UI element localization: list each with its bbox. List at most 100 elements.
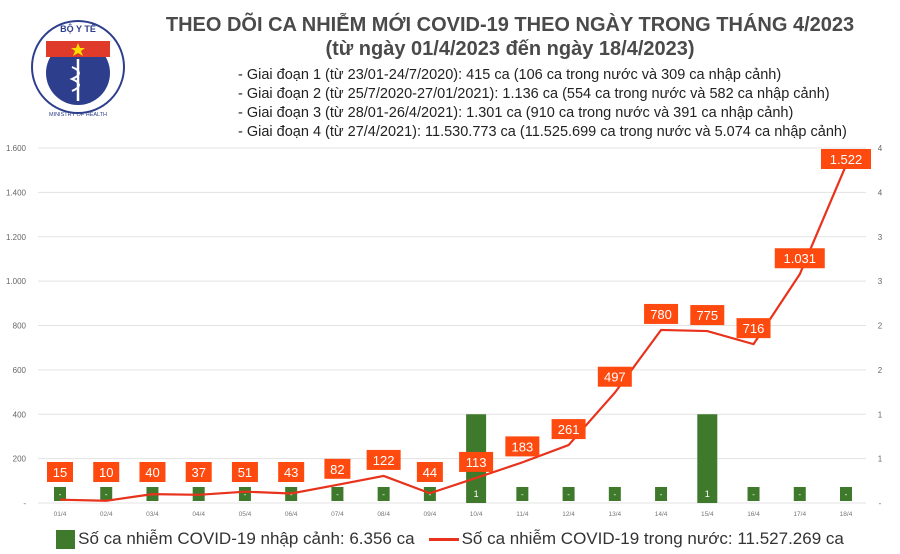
right-tick-label: - bbox=[879, 499, 882, 508]
bar-data-label: - bbox=[613, 490, 616, 499]
line-data-label: 44 bbox=[423, 465, 437, 480]
line-data-label: 51 bbox=[238, 465, 252, 480]
left-tick-label: 400 bbox=[13, 410, 27, 419]
line-label-box bbox=[505, 436, 540, 457]
right-tick-label: 1 bbox=[878, 410, 883, 419]
line-data-label: 82 bbox=[330, 462, 344, 477]
x-tick-label: 11/4 bbox=[516, 511, 529, 518]
note-line: - Giai đoạn 2 (từ 25/7/2020-27/01/2021):… bbox=[238, 86, 830, 102]
legend-label: Số ca nhiễm COVID-19 nhập cảnh: 6.356 ca bbox=[78, 529, 415, 548]
bar-data-label: - bbox=[752, 490, 755, 499]
right-tick-label: 2 bbox=[878, 366, 883, 375]
note-line: - Giai đoạn 4 (từ 27/4/2021): 11.530.773… bbox=[238, 124, 847, 140]
ministry-of-health-logo: BỘ Y TẾ MINISTRY OF HEALTH bbox=[28, 15, 128, 120]
line-data-label: 716 bbox=[743, 321, 765, 336]
bar-label-box bbox=[793, 487, 806, 501]
bar-data-label: - bbox=[105, 490, 108, 499]
right-tick-label: 1 bbox=[878, 455, 883, 464]
line-label-box bbox=[690, 305, 725, 326]
line-label-box bbox=[366, 449, 401, 470]
x-tick-label: 02/4 bbox=[100, 511, 113, 518]
line-label-box bbox=[231, 462, 258, 482]
line-swatch-icon bbox=[428, 537, 459, 541]
note-line: - Giai đoạn 1 (từ 23/01-24/7/2020): 415 … bbox=[238, 67, 782, 83]
legend-item-line: Số ca nhiễm COVID-19 trong nước: 11.527.… bbox=[428, 529, 844, 549]
legend-label: Số ca nhiễm COVID-19 trong nước: 11.527.… bbox=[461, 529, 844, 548]
x-tick-label: 04/4 bbox=[192, 511, 205, 518]
bar-swatch-icon bbox=[56, 529, 76, 549]
line-data-label: 10 bbox=[99, 465, 113, 480]
bar bbox=[697, 414, 718, 503]
right-tick-label: 4 bbox=[878, 188, 883, 197]
bar-label-box bbox=[100, 487, 113, 501]
x-tick-label: 01/4 bbox=[54, 511, 67, 518]
line-label-box bbox=[278, 462, 305, 482]
line-label-box bbox=[324, 458, 351, 479]
chart-subtitle: (từ ngày 01/4/2023 đến ngày 18/4/2023) bbox=[325, 38, 695, 60]
left-tick-label: 1.000 bbox=[6, 277, 27, 286]
line-data-label: 122 bbox=[373, 453, 395, 468]
left-tick-label: 1.600 bbox=[6, 144, 27, 153]
legend: Số ca nhiễm COVID-19 nhập cảnh: 6.356 ca… bbox=[0, 529, 900, 549]
chart-title: THEO DÕI CA NHIỄM MỚI COVID-19 THEO NGÀY… bbox=[165, 14, 855, 36]
line-data-label: 43 bbox=[284, 465, 298, 480]
bar-data-label: 1 bbox=[474, 489, 479, 499]
bar-data-label: - bbox=[660, 490, 663, 499]
bar-data-label: - bbox=[429, 490, 432, 499]
bar-data-label: - bbox=[567, 490, 570, 499]
x-tick-label: 09/4 bbox=[424, 511, 437, 518]
note-line: - Giai đoạn 3 (từ 28/01-26/4/2021): 1.30… bbox=[238, 105, 794, 121]
right-tick-label: 4 bbox=[878, 144, 883, 153]
bar-data-label: 1 bbox=[705, 489, 710, 499]
bar-data-label: - bbox=[382, 490, 385, 499]
bar-label-box bbox=[54, 487, 66, 501]
line-data-label: 1.031 bbox=[783, 251, 816, 266]
line-data-label: 40 bbox=[145, 465, 159, 480]
line-data-label: 15 bbox=[53, 465, 67, 480]
bar-label-box bbox=[562, 487, 575, 501]
x-tick-label: 14/4 bbox=[655, 511, 668, 518]
bar-data-label: - bbox=[521, 490, 524, 499]
x-tick-label: 08/4 bbox=[377, 511, 390, 518]
bar-label-box bbox=[331, 487, 344, 501]
bar-data-label: - bbox=[845, 490, 848, 499]
svg-text:MINISTRY OF HEALTH: MINISTRY OF HEALTH bbox=[49, 112, 107, 118]
svg-text:BỘ Y TẾ: BỘ Y TẾ bbox=[60, 23, 96, 34]
line-label-box bbox=[416, 462, 443, 482]
bar-label-box bbox=[238, 487, 251, 501]
bar-data-label: - bbox=[244, 490, 247, 499]
line-label-box bbox=[551, 419, 586, 440]
x-tick-label: 17/4 bbox=[793, 511, 806, 518]
bar-data-label: - bbox=[336, 490, 339, 499]
line-label-box bbox=[774, 248, 825, 269]
x-tick-label: 18/4 bbox=[840, 511, 853, 518]
legend-item-bar: Số ca nhiễm COVID-19 nhập cảnh: 6.356 ca bbox=[56, 529, 415, 549]
line-label-box bbox=[93, 462, 120, 482]
x-tick-label: 13/4 bbox=[608, 511, 621, 518]
left-tick-label: 800 bbox=[13, 322, 27, 331]
line-data-label: 261 bbox=[558, 422, 580, 437]
left-tick-label: - bbox=[23, 499, 26, 508]
line-label-box bbox=[459, 451, 494, 472]
line-label-box bbox=[597, 366, 632, 387]
line-data-label: 775 bbox=[696, 308, 718, 323]
line-data-label: 113 bbox=[466, 455, 487, 470]
bar-label-box bbox=[840, 487, 852, 501]
left-tick-label: 1.400 bbox=[6, 188, 27, 197]
x-tick-label: 16/4 bbox=[747, 511, 760, 518]
bar-label-box bbox=[377, 487, 390, 501]
line-data-label: 497 bbox=[604, 370, 626, 385]
line-data-label: 1.522 bbox=[830, 152, 863, 167]
x-tick-label: 10/4 bbox=[470, 511, 483, 518]
right-tick-label: 2 bbox=[878, 322, 883, 331]
line-data-label: 183 bbox=[512, 439, 534, 454]
left-tick-label: 600 bbox=[13, 366, 27, 375]
right-tick-label: 3 bbox=[878, 277, 883, 286]
period-notes: - Giai đoạn 1 (từ 23/01-24/7/2020): 415 … bbox=[238, 66, 847, 142]
bar-data-label: - bbox=[798, 490, 801, 499]
left-tick-label: 200 bbox=[13, 455, 27, 464]
right-tick-label: 3 bbox=[878, 233, 883, 242]
line-label-box bbox=[185, 462, 212, 482]
line-label-box bbox=[821, 149, 871, 169]
